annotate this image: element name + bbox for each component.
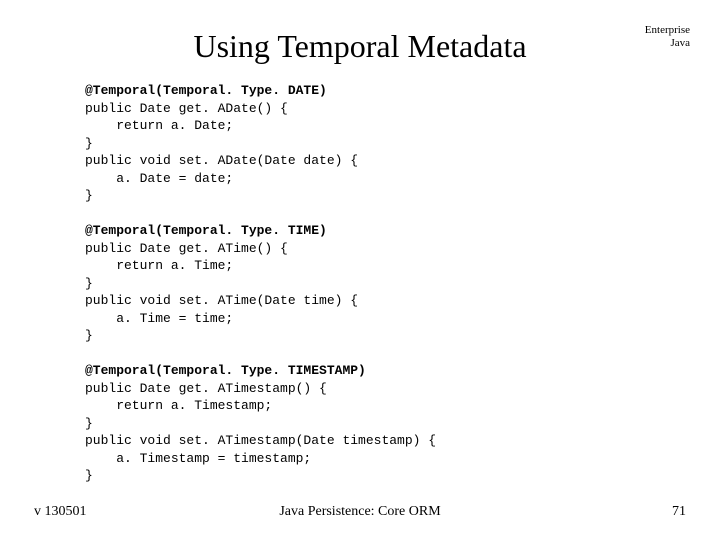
code-line: return a. Time; — [85, 258, 233, 273]
code-line: } — [85, 136, 93, 151]
code-line: a. Timestamp = timestamp; — [85, 451, 311, 466]
code-block-timestamp: @Temporal(Temporal. Type. TIMESTAMP) pub… — [85, 362, 436, 485]
slide-title: Using Temporal Metadata — [0, 28, 720, 65]
code-line: public Date get. ATime() { — [85, 241, 288, 256]
code-line: return a. Timestamp; — [85, 398, 272, 413]
code-line: } — [85, 416, 93, 431]
code-line: public void set. ATime(Date time) { — [85, 293, 358, 308]
code-line: public Date get. ATimestamp() { — [85, 381, 327, 396]
code-block-date: @Temporal(Temporal. Type. DATE) public D… — [85, 82, 358, 205]
code-line: a. Date = date; — [85, 171, 233, 186]
code-block-time: @Temporal(Temporal. Type. TIME) public D… — [85, 222, 358, 345]
code-line: return a. Date; — [85, 118, 233, 133]
code-line: @Temporal(Temporal. Type. TIME) — [85, 223, 327, 238]
code-line: } — [85, 188, 93, 203]
code-line: public void set. ATimestamp(Date timesta… — [85, 433, 436, 448]
code-line: public void set. ADate(Date date) { — [85, 153, 358, 168]
code-line: @Temporal(Temporal. Type. DATE) — [85, 83, 327, 98]
footer-title: Java Persistence: Core ORM — [0, 504, 720, 520]
corner-label: Enterprise Java — [645, 24, 690, 49]
code-line: } — [85, 328, 93, 343]
code-line: } — [85, 276, 93, 291]
corner-line2: Java — [645, 37, 690, 50]
footer-page-number: 71 — [672, 504, 686, 520]
code-line: } — [85, 468, 93, 483]
corner-line1: Enterprise — [645, 24, 690, 37]
code-line: public Date get. ADate() { — [85, 101, 288, 116]
slide: Using Temporal Metadata Enterprise Java … — [0, 0, 720, 540]
code-line: @Temporal(Temporal. Type. TIMESTAMP) — [85, 363, 366, 378]
code-line: a. Time = time; — [85, 311, 233, 326]
